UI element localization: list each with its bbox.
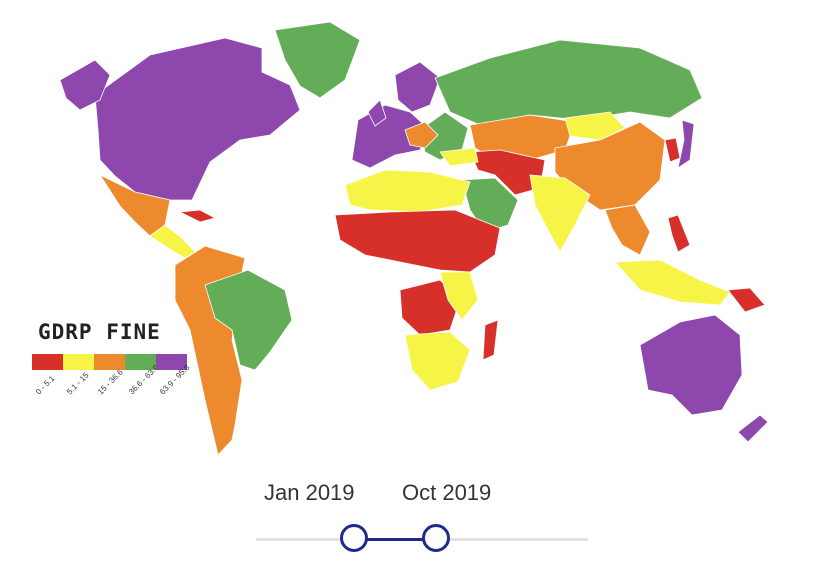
region-philippines[interactable]	[667, 214, 691, 253]
legend-swatch	[32, 354, 63, 370]
world-choropleth-map	[59, 21, 769, 456]
region-caribbean[interactable]	[178, 209, 217, 223]
region-russia[interactable]	[434, 39, 703, 126]
legend-title: GDRP FINE	[38, 320, 161, 344]
slider-end-label: Oct 2019	[402, 480, 492, 505]
region-japan[interactable]	[677, 119, 695, 169]
region-central-asia[interactable]	[469, 114, 576, 161]
region-north-africa[interactable]	[344, 169, 471, 213]
region-new-zealand[interactable]	[737, 414, 769, 443]
legend-label: 0 - 5.1	[34, 373, 57, 397]
legend-swatch	[156, 354, 187, 370]
region-indonesia[interactable]	[614, 259, 731, 306]
region-central-africa[interactable]	[399, 279, 461, 336]
region-sahel[interactable]	[334, 209, 501, 273]
legend-swatch	[125, 354, 156, 370]
region-southern-africa[interactable]	[404, 331, 471, 391]
region-madagascar[interactable]	[482, 319, 499, 361]
region-korea[interactable]	[664, 137, 681, 163]
region-greenland[interactable]	[274, 21, 361, 99]
slider-start-handle[interactable]	[340, 524, 368, 552]
slider-start-label: Jan 2019	[264, 480, 355, 505]
legend: GDRP FINE 0 - 5.1 5.1 - 15 15 - 36.6 36.6 -…	[24, 320, 194, 410]
region-turkey[interactable]	[439, 147, 479, 167]
legend-swatch	[94, 354, 125, 370]
slider-end-handle[interactable]	[422, 524, 450, 552]
legend-label: 5.1 - 15	[65, 370, 91, 397]
region-uk[interactable]	[367, 99, 387, 127]
region-australia[interactable]	[639, 314, 743, 416]
legend-label: 15 - 36.6	[96, 367, 125, 397]
region-india[interactable]	[529, 174, 591, 253]
region-north-america[interactable]	[94, 37, 301, 201]
legend-swatch	[63, 354, 94, 370]
region-new-guinea[interactable]	[727, 287, 766, 313]
region-southeast-asia[interactable]	[604, 204, 651, 256]
region-east-africa[interactable]	[439, 271, 479, 321]
slider-selected-range	[356, 538, 438, 541]
region-europe-central[interactable]	[404, 121, 439, 149]
region-brazil[interactable]	[204, 269, 293, 371]
region-alaska[interactable]	[59, 59, 111, 111]
region-europe-west[interactable]	[351, 104, 431, 169]
region-scandinavia[interactable]	[394, 61, 441, 113]
region-middle-east[interactable]	[469, 149, 546, 196]
